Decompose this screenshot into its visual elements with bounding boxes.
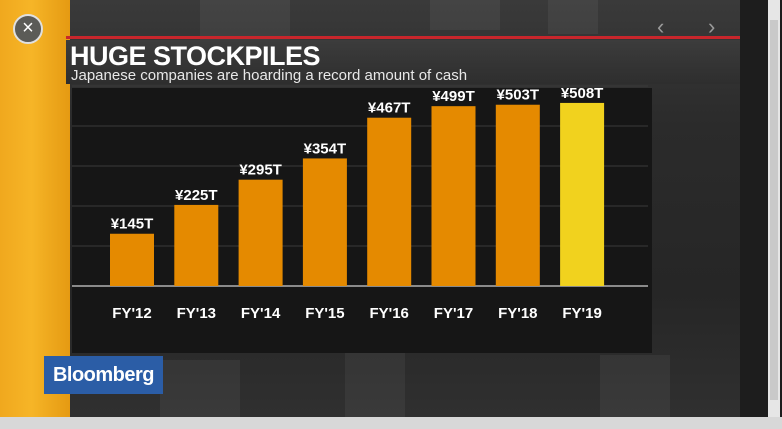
value-label: ¥467T xyxy=(368,100,411,117)
previous-arrow-icon[interactable]: ‹ xyxy=(657,14,665,39)
value-label: ¥499T xyxy=(432,88,475,105)
bar-FY'17 xyxy=(431,106,476,287)
bar-FY'14 xyxy=(238,179,283,286)
category-label: FY'19 xyxy=(562,305,601,322)
next-arrow-icon[interactable]: › xyxy=(708,14,716,39)
close-icon[interactable]: × xyxy=(13,14,43,44)
category-label: FY'17 xyxy=(434,305,473,322)
chart-plot-area xyxy=(72,88,652,353)
value-label: ¥508T xyxy=(561,85,604,102)
bar-FY'15 xyxy=(302,158,347,286)
bar-FY'18 xyxy=(495,104,540,286)
background-tile xyxy=(200,0,290,40)
category-label: FY'18 xyxy=(498,305,537,322)
value-label: ¥503T xyxy=(497,87,540,104)
category-label: FY'14 xyxy=(241,305,281,322)
background-tile xyxy=(600,355,670,417)
bloomberg-logo: Bloomberg xyxy=(44,356,163,394)
category-label: FY'13 xyxy=(177,305,216,322)
yellow-side-stripe xyxy=(0,0,70,417)
bar-FY'12 xyxy=(110,233,154,286)
value-label: ¥354T xyxy=(304,140,347,157)
title-box xyxy=(66,40,740,84)
background-tile xyxy=(430,0,500,30)
category-label: FY'12 xyxy=(112,305,151,322)
background-tile xyxy=(160,360,240,417)
bar-FY'19 xyxy=(560,102,605,286)
bottom-bar xyxy=(0,417,782,429)
background-tile xyxy=(548,0,598,34)
value-label: ¥225T xyxy=(175,187,218,204)
chart-title: HUGE STOCKPILES xyxy=(70,41,321,71)
value-label: ¥295T xyxy=(239,162,282,179)
value-label: ¥145T xyxy=(111,216,154,233)
scrollbar-thumb[interactable] xyxy=(770,20,778,400)
chart-subtitle: Japanese companies are hoarding a record… xyxy=(71,67,468,84)
bar-FY'13 xyxy=(174,204,219,286)
background-tile xyxy=(345,352,405,417)
video-frame: HUGE STOCKPILES Japanese companies are h… xyxy=(0,0,740,417)
category-label: FY'16 xyxy=(369,305,408,322)
bar-chart: ¥145T FY'12 ¥225T FY'13 ¥295T FY'14 ¥354T FY'15… xyxy=(72,85,648,322)
bar-FY'16 xyxy=(367,117,412,287)
title-accent-line xyxy=(66,36,740,39)
category-label: FY'15 xyxy=(305,305,344,322)
